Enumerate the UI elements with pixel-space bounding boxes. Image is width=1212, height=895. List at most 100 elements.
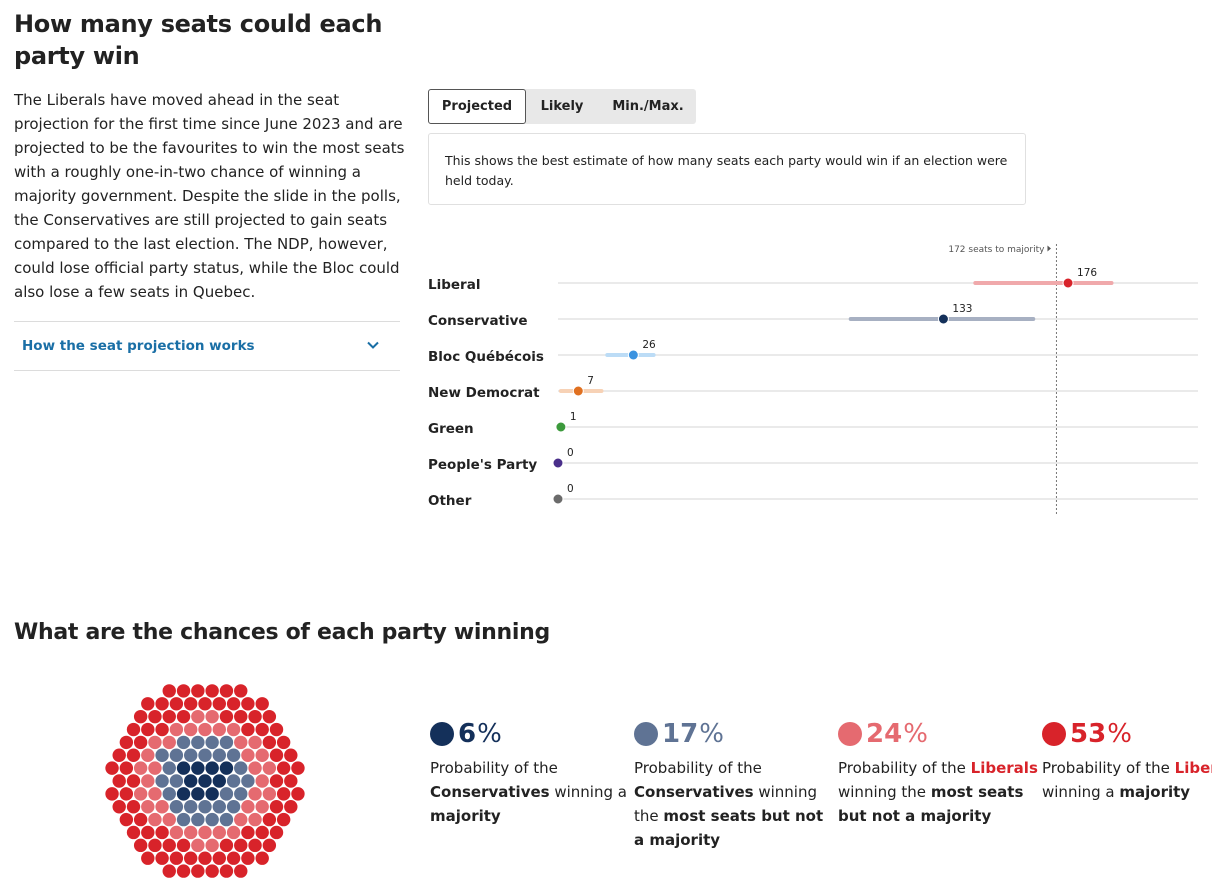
probability-dot <box>162 761 176 775</box>
probability-dot <box>126 722 141 737</box>
probability-dot <box>205 684 219 698</box>
stat-text: Liberals <box>970 759 1038 777</box>
probability-dot <box>226 722 241 737</box>
stat-text: Probability of the <box>430 759 558 777</box>
stat-liberal-plurality: 24% Probability of the Liberals winning … <box>838 716 1038 828</box>
probability-dot <box>262 709 277 724</box>
probability-dot <box>148 838 162 853</box>
stat-text: most seats but not a majority <box>838 783 1024 825</box>
party-label: Green <box>428 421 474 437</box>
stat-dot <box>1042 722 1066 746</box>
probability-dot <box>248 787 262 801</box>
tab-likely[interactable]: Likely <box>540 99 584 114</box>
stat-value: 17 <box>662 719 699 749</box>
seat-point <box>572 385 584 397</box>
probability-dot <box>226 825 241 840</box>
probability-dot <box>198 697 212 711</box>
tab-projected[interactable]: Projected <box>428 89 526 124</box>
probability-dot <box>169 697 184 711</box>
probability-dot <box>276 735 291 750</box>
seat-point <box>627 349 639 361</box>
probability-dot <box>212 697 226 711</box>
probability-dot <box>162 684 176 698</box>
probability-dot <box>162 735 176 750</box>
info-box: This shows the best estimate of how many… <box>428 133 1026 205</box>
probability-dot <box>241 748 255 762</box>
probability-dot <box>255 748 269 762</box>
probability-dot <box>226 748 241 762</box>
probability-dot <box>141 825 155 840</box>
probability-dot <box>234 684 248 698</box>
probability-dot <box>176 684 191 698</box>
probability-dot <box>162 864 176 878</box>
probability-dot <box>169 851 184 865</box>
stat-text: Liberals <box>1174 759 1212 777</box>
probability-dot <box>155 774 169 788</box>
probability-dot <box>241 851 255 865</box>
probability-dot <box>141 851 155 865</box>
probability-dot <box>269 748 284 762</box>
seat-projection-accordion[interactable]: How the seat projection works <box>14 321 400 371</box>
probability-dot <box>205 709 219 724</box>
majority-arrow-icon <box>1047 245 1051 252</box>
tab-min-max[interactable]: Min./Max. <box>612 99 684 114</box>
probability-dot <box>191 709 205 724</box>
probability-dot <box>212 825 226 840</box>
probability-dot <box>112 774 126 788</box>
probability-dot <box>248 838 262 853</box>
probability-dot <box>169 774 184 788</box>
probability-dot <box>276 787 291 801</box>
stat-text: majority <box>1119 783 1191 801</box>
stat-text: Conservatives <box>430 783 550 801</box>
probability-dot <box>219 838 234 853</box>
stat-dot <box>838 722 862 746</box>
probability-dot <box>198 722 212 737</box>
probability-dot <box>191 735 205 750</box>
probability-dot <box>284 800 298 814</box>
probability-dot <box>262 735 277 750</box>
probability-dot <box>169 722 184 737</box>
probability-dot <box>105 787 119 801</box>
stat-text: majority <box>430 807 501 825</box>
stat-unit: % <box>699 719 724 749</box>
probability-dot <box>155 722 169 737</box>
seat-point <box>552 493 564 505</box>
value-label: 26 <box>642 339 656 351</box>
value-label: 133 <box>952 303 972 315</box>
probability-dot <box>133 761 148 775</box>
accordion-label: How the seat projection works <box>22 338 255 354</box>
stat-value: 24 <box>866 719 903 749</box>
probability-dot <box>141 722 155 737</box>
majority-label: 172 seats to majority <box>948 245 1045 255</box>
stat-unit: % <box>477 719 502 749</box>
probability-dot <box>126 825 141 840</box>
probability-dot <box>169 748 184 762</box>
probability-dot <box>205 812 219 827</box>
probability-dot <box>226 800 241 814</box>
probability-dot <box>219 864 234 878</box>
probability-dot <box>226 851 241 865</box>
probability-dot <box>155 697 169 711</box>
probability-dot <box>255 774 269 788</box>
stat-conservative-plurality: 17% Probability of the Conservatives win… <box>634 716 834 852</box>
probability-dot <box>248 812 262 827</box>
probability-dot <box>234 812 248 827</box>
probability-dot <box>141 697 155 711</box>
probability-dot <box>269 774 284 788</box>
probability-dot <box>155 825 169 840</box>
probability-dot <box>169 825 184 840</box>
seat-point <box>555 421 567 433</box>
party-label: People's Party <box>428 457 537 473</box>
seat-point <box>1062 277 1074 289</box>
probability-dot <box>198 851 212 865</box>
probability-dot <box>105 761 119 775</box>
value-label: 0 <box>567 483 574 495</box>
probability-dot <box>133 812 148 827</box>
stat-unit: % <box>1107 719 1132 749</box>
stat-text: Probability of the <box>634 759 762 777</box>
probability-dot <box>119 812 134 827</box>
stat-description: Probability of the Conservatives winning… <box>634 756 834 852</box>
probability-dot <box>191 864 205 878</box>
probability-dot <box>255 722 269 737</box>
probability-dot <box>234 864 248 878</box>
